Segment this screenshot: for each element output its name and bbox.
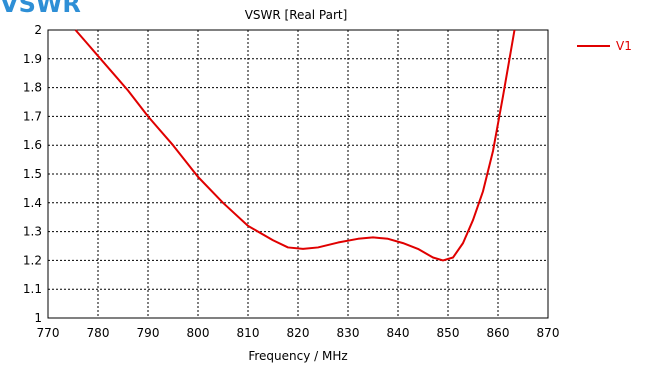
x-tick-label: 770 xyxy=(37,326,60,340)
x-tick-labels: 770 780 790 800 810 820 830 840 850 860 870 xyxy=(37,326,560,340)
legend-label-v1: V1 xyxy=(616,39,632,53)
legend: V1 xyxy=(577,39,632,53)
x-tick-label: 870 xyxy=(537,326,560,340)
y-tick-label: 1.5 xyxy=(23,167,42,181)
y-tick-label: 1.4 xyxy=(23,196,42,210)
chart-title: VSWR [Real Part] xyxy=(245,8,348,22)
y-tick-label: 2 xyxy=(34,23,42,37)
series-layer xyxy=(74,29,516,262)
y-tick-label: 1.1 xyxy=(23,282,42,296)
x-tick-label: 830 xyxy=(337,326,360,340)
y-tick-label: 1.2 xyxy=(23,253,42,267)
grid xyxy=(48,30,548,318)
x-tick-label: 850 xyxy=(437,326,460,340)
x-tick-label: 840 xyxy=(387,326,410,340)
y-tick-labels: 1 1.1 1.2 1.3 1.4 1.5 1.6 1.7 1.8 1.9 2 xyxy=(23,23,42,325)
y-tick-label: 1.7 xyxy=(23,109,42,123)
x-tick-label: 780 xyxy=(87,326,110,340)
y-tick-label: 1.3 xyxy=(23,225,42,239)
x-tick-label: 820 xyxy=(287,326,310,340)
x-tick-label: 790 xyxy=(137,326,160,340)
plot-frame xyxy=(47,29,549,319)
y-tick-label: 1.6 xyxy=(23,138,42,152)
series-line-v1 xyxy=(74,29,516,262)
x-tick-label: 860 xyxy=(487,326,510,340)
y-tick-label: 1.8 xyxy=(23,81,42,95)
y-tick-label: 1 xyxy=(34,311,42,325)
x-axis-label: Frequency / MHz xyxy=(248,349,347,363)
y-tick-label: 1.9 xyxy=(23,52,42,66)
x-tick-label: 800 xyxy=(187,326,210,340)
x-tick-label: 810 xyxy=(237,326,260,340)
page-heading: VSWR xyxy=(0,0,81,18)
